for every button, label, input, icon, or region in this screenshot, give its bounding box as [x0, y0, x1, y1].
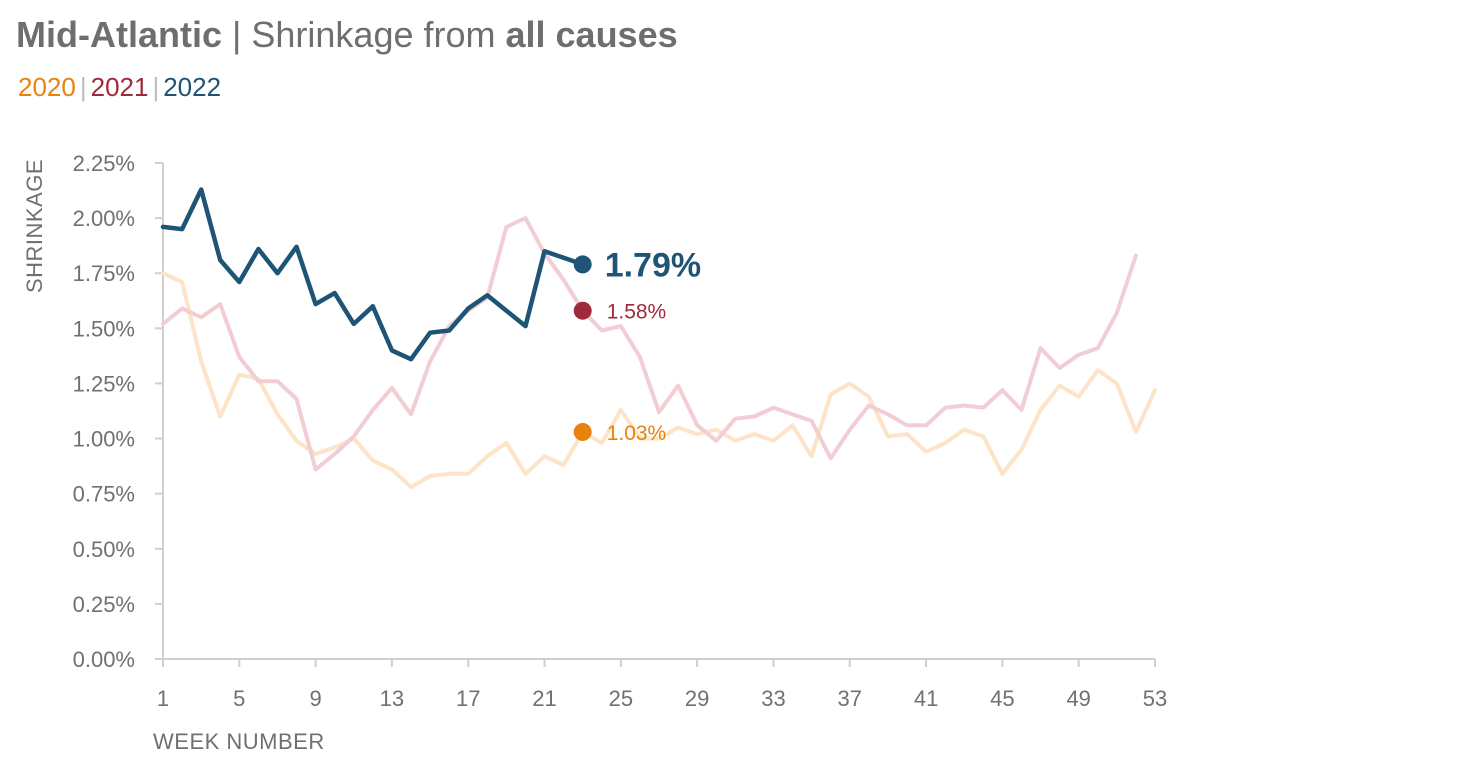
y-tick-label: 1.00%	[73, 427, 135, 452]
y-tick-label: 1.50%	[73, 316, 135, 341]
x-tick-label: 13	[380, 686, 404, 711]
title-region: Mid-Atlantic	[16, 14, 222, 55]
x-tick-label: 33	[761, 686, 785, 711]
y-tick-label: 0.75%	[73, 482, 135, 507]
legend-separator: |	[79, 72, 87, 102]
series-line-2022	[160, 187, 585, 362]
series-line-2021	[161, 216, 1138, 472]
y-tick-label: 0.50%	[73, 537, 135, 562]
legend-item-2021: 2021	[90, 72, 149, 102]
current-week-markers: 1.03% 1.58% 1.79%	[573, 246, 701, 445]
y-tick-label: 0.25%	[73, 592, 135, 617]
y-tick-label: 2.25%	[73, 151, 135, 176]
chart-title: Mid-Atlantic | Shrinkage from all causes	[16, 12, 678, 58]
y-tick-label: 1.25%	[73, 371, 135, 396]
x-axis-title: WEEK NUMBER	[153, 729, 325, 754]
y-axis-title: SHRINKAGE	[22, 159, 47, 293]
x-axis: 1 5 9 13 17 21 25 29 33 37 41 45 49 53	[157, 658, 1167, 711]
y-tick-label: 1.75%	[73, 261, 135, 286]
legend-item-2020: 2020	[18, 72, 76, 102]
x-tick-label: 5	[233, 686, 245, 711]
y-tick-label: 2.00%	[73, 206, 135, 231]
title-prefix: Shrinkage from	[251, 14, 496, 55]
x-tick-label: 49	[1066, 686, 1090, 711]
y-axis: 0.00% 0.25% 0.50% 0.75% 1.00% 1.25% 1.50% 1.75%…	[73, 151, 164, 672]
year-legend: 2020 | 2021 | 2022	[18, 70, 221, 104]
legend-item-2022: 2022	[163, 72, 222, 102]
x-tick-label: 25	[609, 686, 633, 711]
series-line-2020	[161, 271, 1157, 490]
x-tick-label: 17	[456, 686, 480, 711]
legend-separator: |	[152, 72, 160, 102]
title-separator: |	[232, 14, 242, 55]
x-tick-label: 53	[1143, 686, 1167, 711]
current-point-2021	[573, 301, 592, 320]
current-value-label-2022: 1.79%	[605, 246, 701, 284]
x-tick-label: 9	[309, 686, 321, 711]
y-tick-label: 0.00%	[73, 647, 135, 672]
current-value-label-2021: 1.58%	[607, 301, 667, 324]
x-tick-label: 41	[914, 686, 938, 711]
x-tick-label: 29	[685, 686, 709, 711]
current-value-label-2020: 1.03%	[607, 422, 667, 445]
current-point-2022	[573, 255, 592, 274]
series-lines	[160, 187, 1157, 490]
x-tick-label: 1	[157, 686, 169, 711]
x-tick-label: 21	[532, 686, 556, 711]
current-point-2020	[573, 422, 592, 441]
x-tick-label: 37	[838, 686, 862, 711]
title-cause: all causes	[505, 14, 678, 55]
x-tick-label: 45	[990, 686, 1014, 711]
